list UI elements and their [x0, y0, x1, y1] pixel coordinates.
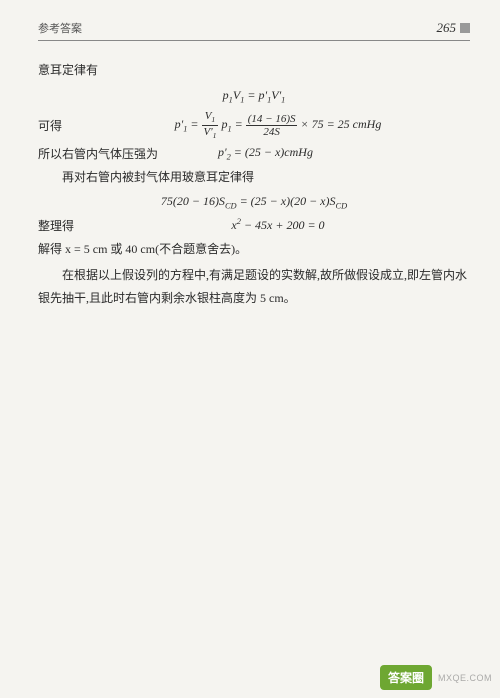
equation-3: p'2 = (25 − x)cmHg	[218, 145, 313, 161]
label-thus: 可得	[38, 117, 86, 134]
text-line-7: 在根据以上假设列的方程中,有满足题设的实数解,故所做假设成立,即左管内水银先抽干…	[38, 264, 470, 310]
text-line-6: 解得 x = 5 cm 或 40 cm(不合题意舍去)。	[38, 238, 470, 261]
eq4-sub1: CD	[225, 202, 237, 211]
eq1-v2: V'	[271, 88, 281, 102]
eq3-rhs: = (25 − x)cmHg	[231, 145, 313, 159]
eq1-p2: p'	[258, 88, 267, 102]
watermark-badge: 答案圈	[380, 665, 432, 690]
page-number-wrap: 265	[437, 20, 471, 36]
eq2-fracB-den: 24S	[246, 126, 298, 138]
label-simplify: 整理得	[38, 217, 86, 234]
page-number: 265	[437, 20, 457, 36]
eq4-mid: = (25 − x)(20 − x)S	[237, 194, 336, 208]
eq2-fracB: (14 − 16)S 24S	[246, 113, 298, 138]
watermark: 答案圈 MXQE.COM	[380, 665, 492, 690]
eq2-sub: 1	[183, 124, 187, 133]
row-eq5: 整理得 x2 − 45x + 200 = 0	[38, 217, 470, 234]
page-marker-icon	[460, 23, 470, 33]
eq2-fA-den-sub: 1	[213, 131, 217, 140]
text-line-1: 意耳定律有	[38, 59, 470, 82]
eq2-fracA: V1 V'1	[202, 110, 219, 140]
eq3-lhs: p'	[218, 145, 227, 159]
equation-1: p1V1 = p'1V'1	[38, 88, 470, 104]
row-eq2: 可得 p'1 = V1 V'1 p1 = (14 − 16)S 24S × 75…	[38, 110, 470, 140]
row-eq3: 所以右管内气体压强为 p'2 = (25 − x)cmHg	[38, 145, 470, 162]
equation-5: x2 − 45x + 200 = 0	[86, 217, 470, 233]
eq2-fA-num-sub: 1	[211, 115, 215, 124]
eq2-fracA-num: V1	[202, 110, 219, 126]
eq1-eq: =	[244, 88, 258, 102]
page-content: 参考答案 265 意耳定律有 p1V1 = p'1V'1 可得 p'1 = V1…	[0, 0, 500, 334]
eq2-lhs: p'	[175, 117, 184, 131]
eq2-fracB-num: (14 − 16)S	[246, 113, 298, 126]
eq1-sub4: 1	[281, 95, 285, 104]
equation-4: 75(20 − 16)SCD = (25 − x)(20 − x)SCD	[38, 194, 470, 210]
eq2-fracA-den: V'1	[202, 126, 219, 141]
eq4-sub2: CD	[336, 202, 348, 211]
eq5-rest: − 45x + 200 = 0	[241, 218, 325, 232]
label-right-tube: 所以右管内气体压强为	[38, 145, 158, 162]
eq4-lhs: 75(20 − 16)S	[161, 194, 225, 208]
watermark-url: MXQE.COM	[438, 673, 492, 683]
page-header: 参考答案 265	[38, 20, 470, 41]
eq2-tail: × 75 = 25 cmHg	[300, 117, 381, 131]
equation-2: p'1 = V1 V'1 p1 = (14 − 16)S 24S × 75 = …	[86, 110, 470, 140]
header-section-title: 参考答案	[38, 20, 82, 36]
text-line-4: 再对右管内被封气体用玻意耳定律得	[38, 166, 470, 189]
eq2-fA-den-v: V'	[204, 126, 213, 138]
eq2-p1-sub: 1	[227, 124, 231, 133]
